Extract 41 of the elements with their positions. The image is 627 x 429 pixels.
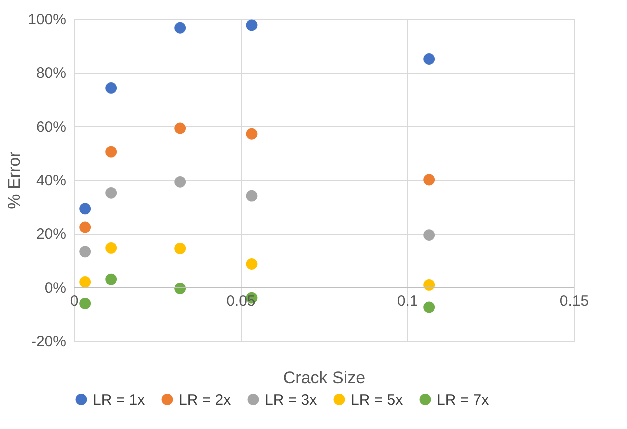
point bbox=[80, 246, 92, 258]
y-tick-label: 80% bbox=[36, 65, 66, 82]
y-tick-label: -20% bbox=[31, 334, 66, 350]
y-tick-label: 40% bbox=[36, 172, 66, 190]
point bbox=[80, 276, 92, 288]
point bbox=[174, 176, 186, 188]
y-tick-label: 100% bbox=[28, 12, 66, 28]
y-tick-label: 0% bbox=[44, 280, 66, 297]
point bbox=[106, 82, 118, 94]
point bbox=[246, 258, 258, 270]
legend-label: LR = 3x bbox=[265, 392, 318, 409]
point bbox=[424, 174, 436, 186]
point bbox=[106, 187, 118, 199]
point bbox=[106, 242, 118, 254]
point bbox=[106, 274, 118, 286]
legend-label: LR = 2x bbox=[179, 392, 232, 409]
point bbox=[106, 146, 118, 158]
point bbox=[80, 222, 92, 234]
legend-label: LR = 1x bbox=[93, 392, 146, 409]
point bbox=[174, 243, 186, 254]
point bbox=[424, 230, 436, 241]
x-tick-label: 0.05 bbox=[226, 292, 256, 310]
x-tick-label: 0 bbox=[70, 292, 79, 310]
point bbox=[80, 203, 92, 215]
point bbox=[424, 54, 436, 65]
x-tick-label: 0.15 bbox=[560, 292, 590, 310]
y-tick-label: 60% bbox=[36, 118, 66, 136]
point bbox=[246, 128, 258, 140]
legend-label: LR = 5x bbox=[351, 392, 404, 409]
x-tick-label: 0.1 bbox=[397, 292, 418, 310]
point bbox=[80, 298, 92, 310]
y-axis-title: % Error bbox=[5, 151, 24, 210]
point bbox=[246, 20, 258, 32]
y-tick-label: 20% bbox=[36, 226, 66, 244]
point bbox=[424, 279, 436, 291]
x-axis-title: Crack Size bbox=[283, 368, 366, 388]
point bbox=[174, 22, 186, 34]
point bbox=[246, 190, 258, 202]
point bbox=[424, 302, 436, 314]
legend-label: LR = 7x bbox=[437, 392, 490, 409]
point bbox=[174, 122, 186, 134]
